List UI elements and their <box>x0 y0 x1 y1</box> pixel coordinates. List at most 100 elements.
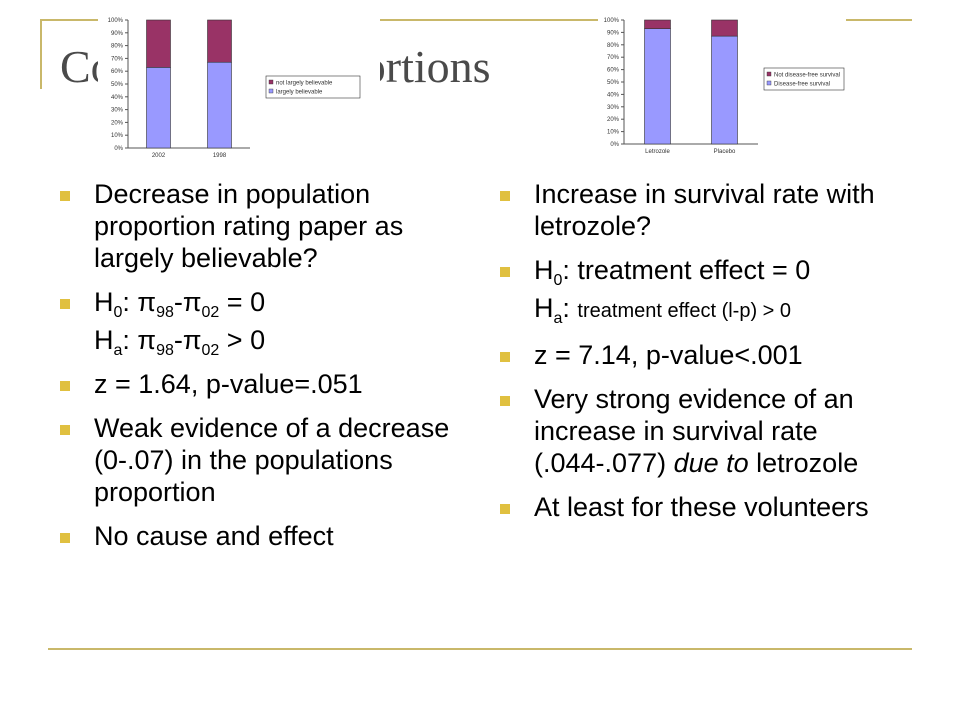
y-tick-label: 90% <box>607 30 620 36</box>
chart-survival: 0% 10% 20% 30% 40% 50% 60% 70% 80% 90% 100% Letrozo… <box>598 12 846 162</box>
y-tick-label: 50% <box>607 80 620 86</box>
frame-bottom-rule <box>48 648 912 650</box>
left-alt-hypothesis: Ha: π98-π02 > 0 <box>58 324 458 359</box>
bar-segment <box>146 19 171 68</box>
sub-0: 0 <box>113 304 123 321</box>
y-tick-label: 40% <box>111 95 124 101</box>
colon: : <box>122 325 138 355</box>
legend-swatch <box>766 80 772 86</box>
sub-02: 02 <box>201 304 220 321</box>
right-bullet-evidence: Very strong evidence of an increase in s… <box>498 383 918 479</box>
y-tick-label: 0% <box>114 146 123 152</box>
null-text: : treatment effect = 0 <box>562 255 811 285</box>
left-causation-text: No cause and effect <box>94 521 334 551</box>
sub-a: a <box>553 310 563 327</box>
right-evidence-text: Very strong evidence of an increase in s… <box>534 384 854 478</box>
right-bullet-scope: At least for these volunteers <box>498 491 918 523</box>
left-column: Decrease in population proportion rating… <box>58 178 458 564</box>
left-bullet-null: H0: π98-π02 = 0 <box>58 286 458 321</box>
minus: - <box>173 287 183 317</box>
right-scope-text: At least for these volunteers <box>534 492 869 522</box>
sub-98: 98 <box>156 304 174 321</box>
h-letter: H <box>534 293 554 323</box>
chart-svg: 0% 10% 20% 30% 40% 50% 60% 70% 80% 90% 100% 2002 199… <box>108 18 361 159</box>
y-tick-label: 90% <box>111 31 124 37</box>
bar-segment <box>207 61 232 149</box>
right-bullet-stat: z = 7.14, p-value<.001 <box>498 339 918 371</box>
x-tick-label: 2002 <box>152 153 166 159</box>
x-tick-label: Letrozole <box>645 149 670 155</box>
left-bullet-causation: No cause and effect <box>58 520 458 552</box>
left-question-text: Decrease in population proportion rating… <box>94 179 404 273</box>
legend-label: Not disease-free survival <box>774 73 840 79</box>
y-tick-label: 40% <box>607 92 620 98</box>
legend-swatch <box>268 79 274 85</box>
minus: - <box>173 325 183 355</box>
y-tick-label: 80% <box>607 43 620 49</box>
bar-segment <box>146 67 171 149</box>
bar-segment <box>711 35 738 145</box>
sub-02: 02 <box>201 342 220 359</box>
greater-zero: > 0 <box>219 325 266 355</box>
sub-98: 98 <box>156 342 174 359</box>
bar-segment <box>711 19 738 37</box>
y-tick-label: 80% <box>111 44 124 50</box>
x-tick-label: Placebo <box>714 149 736 155</box>
bar-segment <box>644 19 671 29</box>
right-column: Increase in survival rate with letrozole… <box>498 178 918 535</box>
y-tick-label: 20% <box>111 120 124 126</box>
y-tick-label: 10% <box>607 130 620 136</box>
bar-segment <box>644 28 671 145</box>
legend-swatch <box>766 71 772 77</box>
left-evidence-text: Weak evidence of a decrease (0-.07) in t… <box>94 413 450 507</box>
right-evidence-emphasis: due to <box>673 448 749 478</box>
y-tick-label: 50% <box>111 82 124 88</box>
left-stat-text: z = 1.64, p-value=.051 <box>94 369 363 399</box>
pi-symbol: π <box>182 325 202 355</box>
y-tick-label: 100% <box>604 18 620 24</box>
chart-svg: 0% 10% 20% 30% 40% 50% 60% 70% 80% 90% 100% Letrozo… <box>604 18 845 155</box>
right-question-text: Increase in survival rate with letrozole… <box>534 179 875 241</box>
colon: : <box>562 293 578 323</box>
frame-top-rule <box>40 19 912 21</box>
h-letter: H <box>94 287 114 317</box>
frame-left-rule <box>40 19 42 89</box>
pi-symbol: π <box>137 325 157 355</box>
h-letter: H <box>534 255 554 285</box>
y-tick-label: 60% <box>111 69 124 75</box>
legend-box <box>265 75 361 99</box>
sub-0: 0 <box>553 272 563 289</box>
colon: : <box>122 287 138 317</box>
right-stat-text: z = 7.14, p-value<.001 <box>534 340 803 370</box>
left-bullet-evidence: Weak evidence of a decrease (0-.07) in t… <box>58 412 458 508</box>
legend-swatch <box>268 88 274 94</box>
legend-label: not largely believable <box>276 81 333 87</box>
h-letter: H <box>94 325 114 355</box>
bar-segment <box>207 19 232 63</box>
left-bullet-question: Decrease in population proportion rating… <box>58 178 458 274</box>
y-tick-label: 70% <box>607 55 620 61</box>
y-tick-label: 70% <box>111 56 124 62</box>
y-tick-label: 20% <box>607 117 620 123</box>
legend-label: largely believable <box>276 90 323 96</box>
legend-label: Disease-free survival <box>774 82 830 88</box>
chart-believability: 0% 10% 20% 30% 40% 50% 60% 70% 80% 90% 100% 2002 199… <box>98 12 380 162</box>
legend-box <box>763 67 845 91</box>
pi-symbol: π <box>137 287 157 317</box>
y-tick-label: 30% <box>607 105 620 111</box>
right-bullet-null: H0: treatment effect = 0 <box>498 254 918 289</box>
x-tick-label: 1998 <box>213 153 227 159</box>
right-bullet-question: Increase in survival rate with letrozole… <box>498 178 918 242</box>
left-bullet-stat: z = 1.64, p-value=.051 <box>58 368 458 400</box>
y-tick-label: 30% <box>111 108 124 114</box>
alt-text: treatment effect (l-p) > 0 <box>577 300 792 322</box>
y-tick-label: 0% <box>610 142 619 148</box>
y-tick-label: 60% <box>607 68 620 74</box>
right-alt-hypothesis: Ha: treatment effect (l-p) > 0 <box>498 292 918 327</box>
pi-symbol: π <box>182 287 202 317</box>
right-evidence-tail: letrozole <box>748 448 859 478</box>
equals-zero: = 0 <box>219 287 266 317</box>
sub-a: a <box>113 342 123 359</box>
y-tick-label: 100% <box>108 18 124 24</box>
y-tick-label: 10% <box>111 133 124 139</box>
